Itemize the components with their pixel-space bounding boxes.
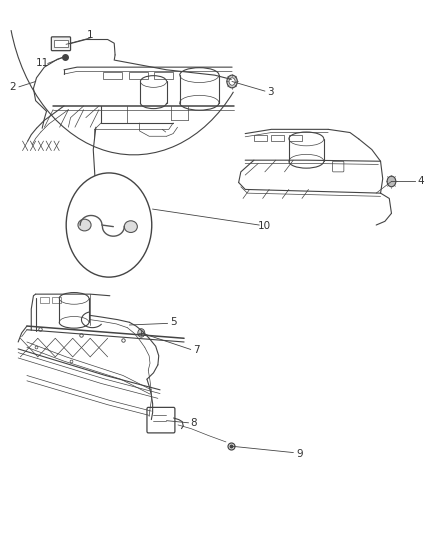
Bar <box>289 135 302 141</box>
Bar <box>54 40 68 47</box>
Bar <box>154 72 173 79</box>
Text: 3: 3 <box>267 87 274 97</box>
Bar <box>52 297 61 303</box>
FancyBboxPatch shape <box>147 407 175 433</box>
Text: 5: 5 <box>170 317 177 327</box>
Circle shape <box>387 176 396 187</box>
Text: 4: 4 <box>417 176 424 187</box>
FancyBboxPatch shape <box>332 161 344 172</box>
Ellipse shape <box>124 221 138 232</box>
Circle shape <box>66 173 152 277</box>
Circle shape <box>229 78 235 85</box>
Bar <box>40 297 49 303</box>
Text: 11: 11 <box>35 59 49 68</box>
FancyBboxPatch shape <box>51 37 71 51</box>
Circle shape <box>227 75 237 88</box>
Text: 8: 8 <box>191 418 197 429</box>
Bar <box>103 72 122 79</box>
Bar <box>272 135 285 141</box>
Ellipse shape <box>78 219 91 231</box>
Circle shape <box>138 329 145 337</box>
Bar <box>254 135 267 141</box>
Text: 10: 10 <box>258 221 272 231</box>
Text: 1: 1 <box>87 30 93 41</box>
Bar <box>130 72 148 79</box>
Text: 7: 7 <box>193 345 200 356</box>
Text: 2: 2 <box>10 82 16 92</box>
Text: 9: 9 <box>297 449 303 458</box>
